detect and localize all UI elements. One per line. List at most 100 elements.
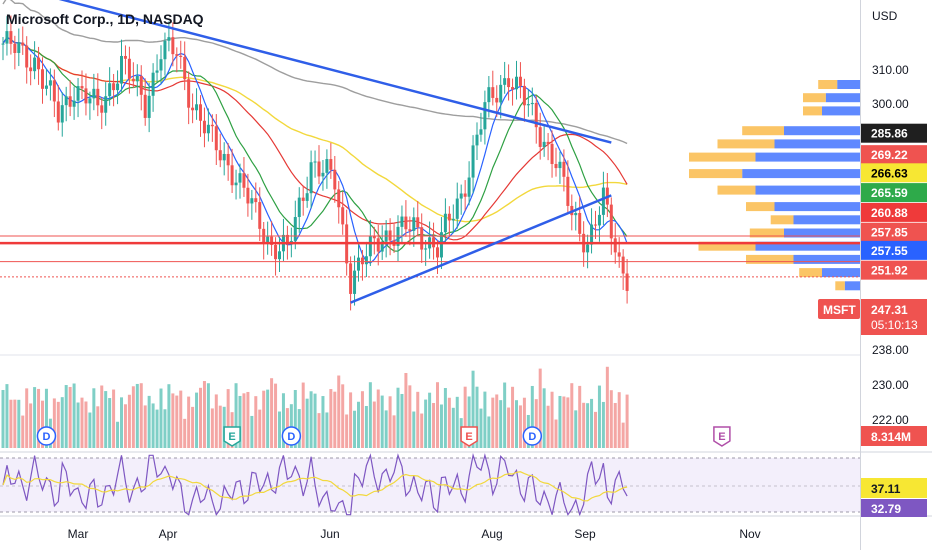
volume-bar — [388, 396, 392, 448]
time-axis[interactable]: Mar Apr Jun Aug Sep Nov — [68, 527, 761, 541]
dividend-marker[interactable] — [36, 426, 57, 446]
horizontal-levels[interactable] — [0, 235, 860, 278]
volume-bar — [1, 390, 5, 448]
volume-bar — [396, 387, 400, 448]
volume-bar — [139, 383, 143, 448]
volume-bar — [68, 386, 72, 448]
price-tick-label: 238.00 — [872, 343, 909, 357]
volume-bar — [360, 391, 364, 448]
candle — [210, 124, 214, 127]
candle — [574, 212, 578, 216]
earnings-marker[interactable] — [223, 426, 241, 447]
volume-bar — [483, 391, 487, 448]
volume-bar — [210, 408, 214, 448]
volume-bar — [167, 384, 171, 448]
volume-bar — [226, 389, 230, 448]
volume-bar — [337, 375, 341, 448]
time-tick-label: Apr — [159, 527, 178, 541]
volume-profile-up — [844, 281, 860, 291]
candle — [368, 235, 372, 257]
volume-bar — [475, 386, 479, 448]
rsi-value-badge: 32.79 — [861, 499, 927, 517]
price-axis-label: 260.88 — [871, 206, 908, 220]
dividend-marker[interactable] — [281, 426, 302, 446]
volume-bar — [349, 392, 353, 448]
price-axis-label: 269.22 — [871, 148, 908, 162]
candle — [349, 263, 353, 294]
candle — [499, 84, 503, 103]
candle — [487, 87, 491, 103]
volume-bar — [542, 388, 546, 448]
candle — [459, 193, 463, 199]
candle — [518, 76, 522, 86]
volume-bar — [309, 391, 313, 448]
candle — [21, 42, 25, 46]
candle — [530, 102, 534, 105]
volume-bar — [108, 398, 112, 448]
volume-profile-up — [784, 126, 860, 136]
volume-bar — [25, 388, 29, 448]
volume-bar — [487, 416, 491, 448]
candle — [33, 57, 37, 72]
volume-bar — [191, 406, 195, 448]
volume-bar — [507, 407, 511, 448]
volume-profile-down — [749, 228, 784, 238]
candle — [274, 244, 278, 260]
candle — [341, 207, 345, 225]
candle — [25, 45, 29, 68]
rsi-pane[interactable] — [0, 452, 860, 517]
price-pane[interactable] — [0, 0, 860, 311]
volume-bar — [566, 397, 570, 448]
volume-bar — [341, 384, 345, 448]
volume-bar — [175, 395, 179, 448]
volume-bar — [64, 385, 68, 448]
volume-bar — [13, 399, 17, 448]
candle — [72, 100, 76, 107]
volume-value-badge: 8.314M — [861, 426, 927, 446]
dividend-marker[interactable] — [522, 426, 543, 446]
volume-bar — [467, 396, 471, 448]
earnings-marker[interactable] — [460, 426, 478, 447]
volume-profile-down — [717, 139, 775, 149]
volume-bar — [368, 382, 372, 448]
volume-profile-down — [698, 241, 756, 251]
volume-bar — [534, 399, 538, 448]
candle — [455, 198, 459, 219]
candle — [116, 83, 120, 91]
trendline[interactable] — [3, 0, 612, 144]
currency-label[interactable]: USD — [872, 9, 898, 23]
candle — [380, 241, 384, 252]
price-axis-label: 266.63 — [871, 166, 908, 180]
time-tick-label: Nov — [739, 527, 760, 541]
volume-bar — [424, 399, 428, 448]
trendlines[interactable] — [3, 0, 612, 304]
candle — [100, 105, 104, 113]
price-axis-label-bg — [861, 123, 927, 143]
volume-profile-up — [755, 241, 860, 251]
price-axis-label-bg — [861, 260, 927, 280]
volume-bar — [408, 385, 412, 448]
candle — [617, 252, 621, 257]
candle — [495, 97, 499, 103]
trendline[interactable] — [350, 194, 612, 304]
volume-bar — [605, 366, 609, 448]
volume-bar — [254, 396, 258, 448]
last-price-bg — [861, 299, 927, 335]
price-axis-label-bg — [861, 222, 927, 242]
volume-bar — [439, 404, 443, 448]
volume-bar — [163, 409, 167, 448]
candle — [297, 197, 301, 218]
candle — [522, 85, 526, 106]
volume-profile-up — [822, 268, 860, 278]
volume-bar — [499, 400, 503, 448]
candle — [37, 57, 41, 70]
rsi-ma-line — [2, 471, 628, 502]
candle — [183, 56, 187, 80]
volume-bar — [262, 390, 266, 448]
earnings-marker[interactable] — [713, 426, 731, 447]
volume-bar — [5, 384, 9, 448]
volume-bar — [491, 397, 495, 448]
rsi-line — [2, 452, 628, 517]
